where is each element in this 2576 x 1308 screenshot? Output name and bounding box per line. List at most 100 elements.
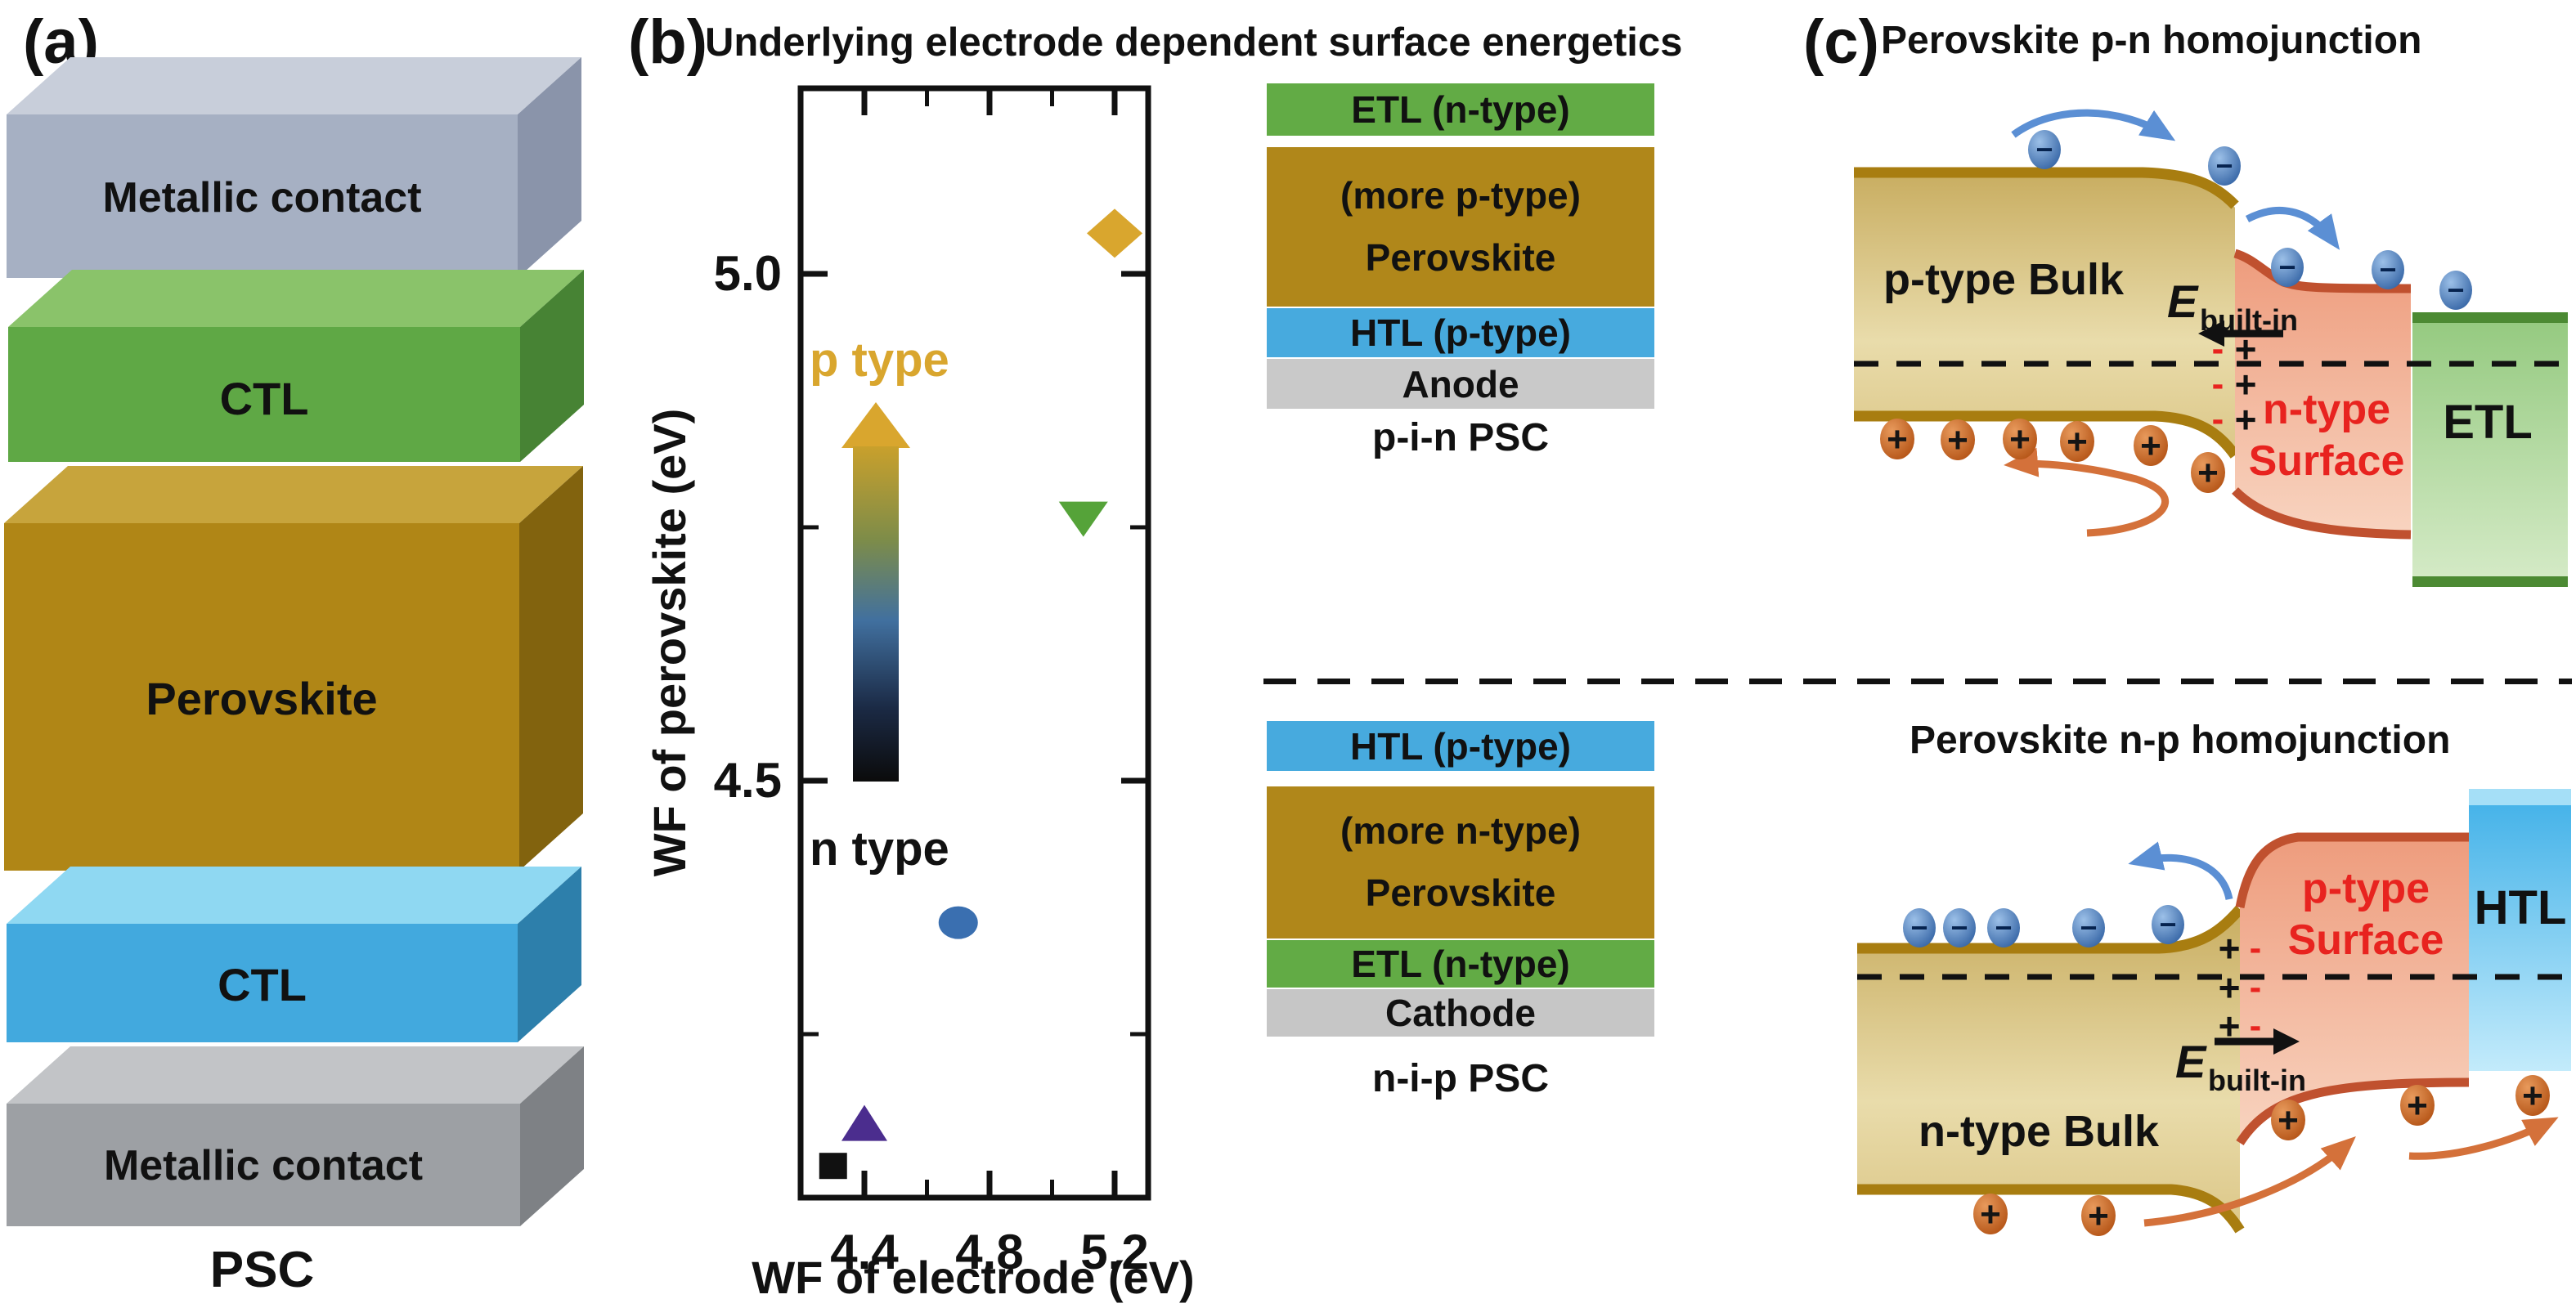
y-tick-label: 4.5 (714, 753, 782, 808)
p-surface-label-line2: Surface (2288, 916, 2444, 964)
plus-glyph: + (2407, 1086, 2428, 1126)
block-top-face (8, 270, 584, 327)
efield-label-top: E (2167, 275, 2199, 327)
block-label: CTL (218, 959, 307, 1010)
etl-top-edge (2412, 312, 2568, 323)
layer-label-line2: Perovskite (1365, 871, 1556, 914)
ptype-arrow-head (841, 402, 910, 448)
htl-top-edge (2469, 789, 2571, 805)
p-bulk-label: p-type Bulk (1883, 255, 2125, 304)
hole-icon (2081, 1195, 2116, 1236)
htl-label: HTL (2475, 881, 2567, 934)
minus-glyph: − (2035, 132, 2053, 166)
layer-label: Cathode (1385, 992, 1536, 1034)
n-surface-label-line2: Surface (2249, 437, 2405, 485)
layer-label: HTL (p-type) (1349, 724, 1571, 768)
interface-minus: - (2250, 1006, 2262, 1046)
nip-layer-perovskite: (more n-type) Perovskite (1267, 786, 1654, 938)
efield-arrowhead-bottom (2273, 1028, 2300, 1055)
hole-arrow-2 (2408, 1117, 2559, 1160)
panel-b-label: (b) (628, 7, 708, 77)
minus-glyph: − (2379, 253, 2396, 286)
pin-layer-htl: HTL (p-type) (1267, 308, 1654, 357)
interface-minus: - (2250, 928, 2262, 968)
hole-arrow-left (2004, 447, 2170, 537)
n-surface-bottom-edge (2232, 487, 2412, 540)
pin-layer-perovskite: (more p-type) Perovskite (1267, 147, 1654, 307)
panel-c-label: (c) (1803, 7, 1879, 77)
block-side-face (519, 466, 583, 871)
electron-icon (1903, 908, 1936, 947)
y-tick-label: 5.0 (714, 246, 782, 301)
minus-glyph: − (1950, 911, 1968, 944)
block-front-face (7, 924, 518, 1042)
n-surface-label-line1: n-type (2263, 386, 2390, 433)
x-tick-label: 4.8 (955, 1225, 1023, 1279)
electron-icon (2152, 905, 2184, 944)
efield-label-bottom: E (2175, 1036, 2207, 1087)
block-top-face (4, 466, 583, 523)
layer-label-line2: Perovskite (1365, 235, 1556, 279)
ptype-gradient-bar (853, 446, 899, 782)
layer-label: ETL (n-type) (1351, 943, 1570, 985)
pin-layer-etl: ETL (n-type) (1267, 83, 1654, 136)
p-bulk-top-edge (1854, 167, 2239, 209)
data-point-triangle-down (1058, 501, 1108, 537)
plus-glyph: + (1887, 419, 1908, 459)
interface-plus: + (2235, 363, 2257, 405)
x-tick-label: 5.2 (1080, 1225, 1148, 1279)
interface-minus: - (2212, 399, 2224, 439)
plus-glyph: + (2009, 419, 2031, 459)
nip-layer-htl: HTL (p-type) (1267, 721, 1654, 771)
minus-glyph: − (2215, 149, 2233, 182)
n-surface-band (2235, 256, 2411, 533)
block-front-face (7, 1104, 520, 1226)
minus-glyph: − (2447, 273, 2464, 307)
plot-frame (797, 85, 1151, 1201)
interface-minus: - (2212, 329, 2224, 369)
electron-icon (2072, 908, 2105, 947)
pin-caption: p-i-n PSC (1372, 416, 1549, 459)
nip-caption: n-i-p PSC (1372, 1057, 1549, 1100)
etl-label: ETL (2443, 396, 2533, 449)
plus-glyph: + (2140, 426, 2161, 466)
layer-label: Anode (1402, 362, 1519, 405)
psc-caption: PSC (209, 1242, 315, 1298)
block-top-face (7, 57, 581, 114)
minus-glyph: − (2159, 907, 2176, 941)
hole-icon (2400, 1085, 2435, 1126)
interface-plus: + (2219, 1005, 2241, 1047)
efield-arrowhead-top (2198, 320, 2224, 347)
minus-glyph: − (1910, 911, 1928, 944)
plus-glyph: + (1947, 420, 1968, 460)
hole-icon (2515, 1075, 2550, 1116)
plus-glyph: + (2067, 422, 2088, 462)
p-surface-label-line1: p-type (2302, 865, 2430, 912)
hole-icon (2060, 421, 2094, 462)
electron-arrow-2 (2245, 206, 2340, 250)
electron-icon (1943, 908, 1976, 947)
n-bulk-band (1857, 912, 2240, 1228)
p-bulk-bottom-edge (1854, 410, 2240, 459)
layer-label: ETL (n-type) (1351, 88, 1570, 131)
data-point-diamond (1087, 208, 1142, 258)
data-point-triangle-up (841, 1104, 887, 1141)
p-surface-band (2240, 838, 2469, 1141)
layer-label-line1: (more n-type) (1340, 809, 1581, 853)
layer-label-line1: (more p-type) (1340, 173, 1581, 217)
hole-icon (1973, 1194, 2008, 1234)
data-point-circle (938, 906, 978, 939)
interface-plus: + (2219, 966, 2241, 1009)
pin-layer-anode: Anode (1267, 359, 1654, 409)
band-diagrams: p-type Bulk n-type Surface ETL E built-i… (1854, 109, 2571, 1236)
y-axis-title: WF of perovskite (eV) (644, 409, 695, 877)
nip-layer-cathode: Cathode (1267, 989, 1654, 1037)
interface-plus: + (2219, 927, 2241, 970)
plus-glyph: + (2522, 1076, 2543, 1116)
block-top-face (7, 867, 581, 924)
block-label: Perovskite (146, 673, 378, 724)
layer-label: HTL (p-type) (1349, 311, 1571, 354)
n-bulk-top-edge (1857, 905, 2244, 954)
plus-glyph: + (2278, 1100, 2299, 1140)
p-bulk-band (1854, 175, 2235, 452)
